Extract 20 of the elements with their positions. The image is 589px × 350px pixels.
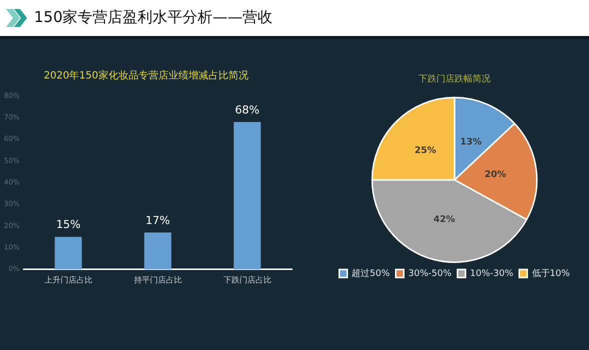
data-label: 42% <box>433 215 456 226</box>
data-label: 13% <box>460 137 482 148</box>
chart-title: 2020年150家化妆品专营店业绩增减占比简况 <box>44 70 248 82</box>
data-label: 68% <box>235 103 260 116</box>
legend-label: 超过50% <box>352 268 390 279</box>
data-label: 20% <box>484 170 506 180</box>
legend-label: 10%-30% <box>470 268 514 279</box>
data-label: 17% <box>146 214 170 227</box>
bar <box>144 232 172 270</box>
legend-label: 低于10% <box>532 268 570 279</box>
x-tick-label: 上升门店占比 <box>44 275 92 284</box>
x-tick-label: 下跌门店占比 <box>223 275 272 284</box>
data-label: 25% <box>414 146 436 156</box>
chart-title: 下跌门店跌幅简况 <box>418 74 490 85</box>
legend-label: 30%-50% <box>408 268 452 279</box>
x-tick-label: 持平门店占比 <box>134 275 182 284</box>
bar <box>54 236 82 270</box>
bar <box>234 122 261 270</box>
text: 150家专营店盈利水平分析——营收 <box>34 8 273 27</box>
data-label: 15% <box>56 218 81 232</box>
